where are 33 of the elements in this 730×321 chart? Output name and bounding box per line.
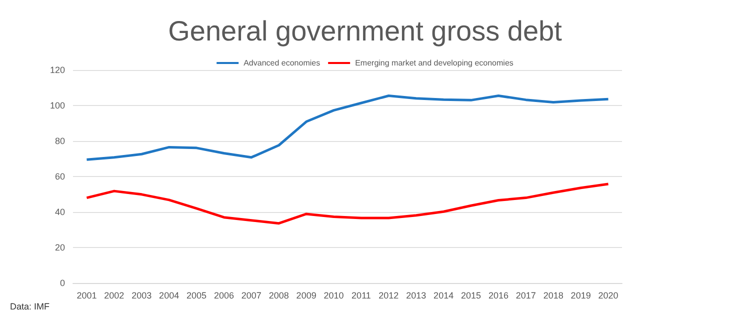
y-tick-label: 60 bbox=[54, 172, 65, 182]
x-tick-label: 2020 bbox=[598, 290, 618, 300]
y-tick-label: 0 bbox=[60, 278, 65, 288]
x-tick-label: 2004 bbox=[159, 290, 180, 300]
x-tick-label: 2013 bbox=[406, 290, 426, 300]
x-tick-label: 2007 bbox=[241, 290, 262, 300]
x-tick-label: 2010 bbox=[324, 290, 344, 300]
line-series bbox=[85, 94, 610, 161]
x-tick-label: 2017 bbox=[516, 290, 536, 300]
x-tick-label: 2014 bbox=[434, 290, 454, 300]
y-tick-label: 20 bbox=[54, 242, 65, 252]
line-series bbox=[85, 182, 610, 225]
legend-label: Advanced economies bbox=[244, 58, 320, 68]
x-tick-label: 2002 bbox=[104, 290, 124, 300]
y-tick-label: 80 bbox=[54, 136, 65, 146]
x-tick-label: 2003 bbox=[132, 290, 152, 300]
y-tick-label: 100 bbox=[50, 100, 65, 110]
x-tick-label: 2016 bbox=[488, 290, 508, 300]
x-tick-label: 2018 bbox=[543, 290, 564, 300]
x-tick-label: 2009 bbox=[296, 290, 316, 300]
x-tick-label: 2019 bbox=[570, 290, 591, 300]
y-tick-label: 40 bbox=[54, 207, 65, 217]
y-tick-label: 120 bbox=[50, 65, 65, 75]
text: Data: IMF bbox=[10, 302, 50, 312]
x-tick-label: 2011 bbox=[352, 290, 371, 300]
x-tick-label: 2006 bbox=[214, 290, 234, 300]
x-tick-label: 2015 bbox=[461, 290, 482, 300]
x-tick-label: 2001 bbox=[76, 290, 97, 300]
x-tick-label: 2008 bbox=[268, 290, 289, 300]
x-tick-label: 2012 bbox=[378, 290, 399, 300]
chart-title: General government gross debt bbox=[168, 16, 562, 46]
x-tick-label: 2005 bbox=[186, 290, 207, 300]
legend-label: Emerging market and developing economies bbox=[355, 58, 514, 68]
